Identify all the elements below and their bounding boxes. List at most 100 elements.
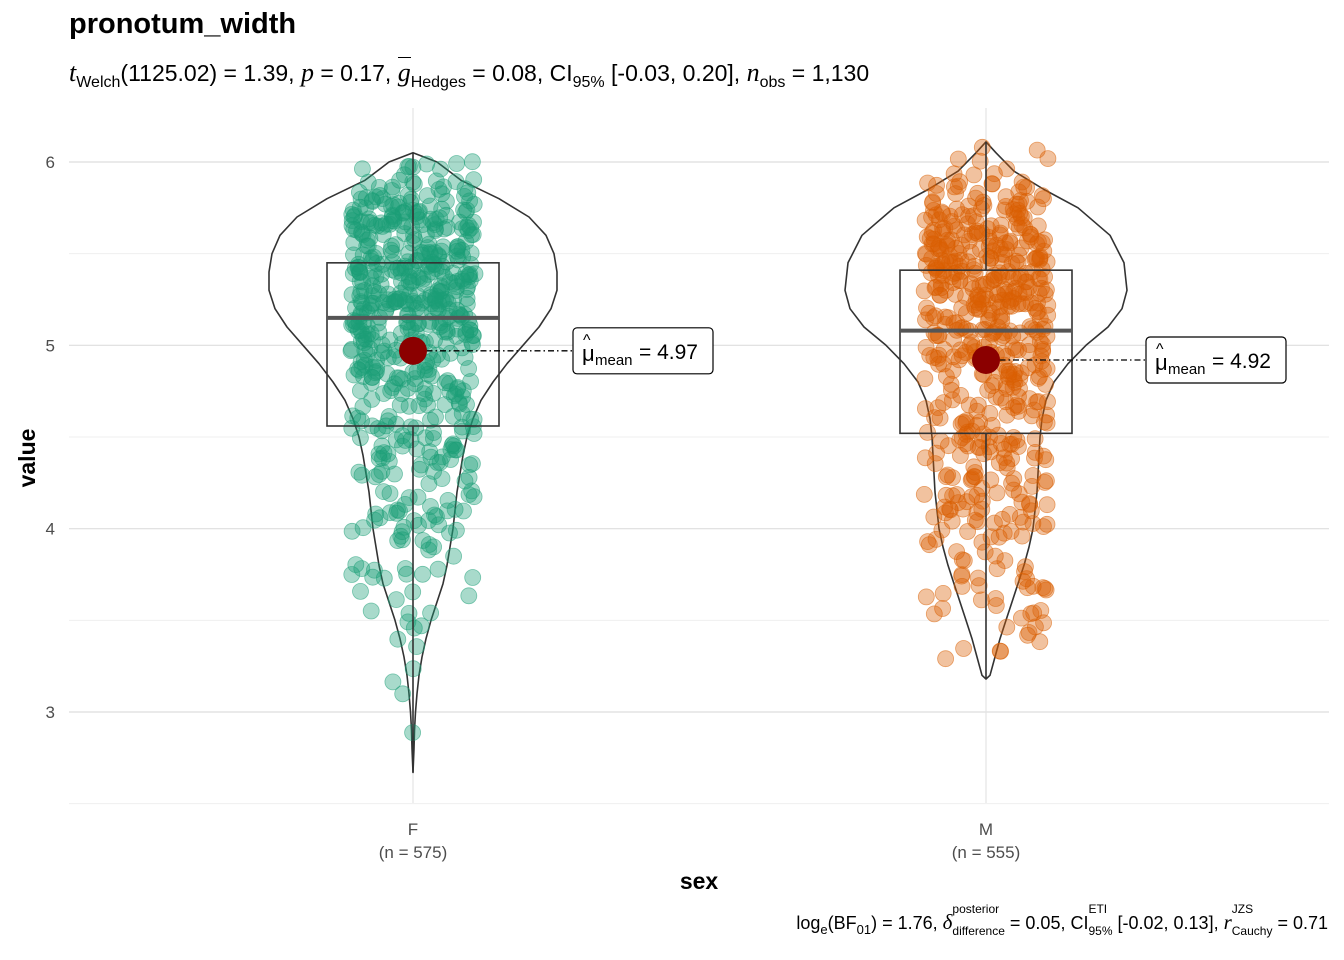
ci-superscript: ETI <box>1088 902 1108 916</box>
data-point-F-109 <box>463 455 481 473</box>
data-point-F-245 <box>389 630 407 648</box>
data-point-M-325 <box>927 259 944 277</box>
data-point-M-462 <box>1035 242 1053 260</box>
ci-caption-value: [-0.02, 0.13], <box>1112 913 1224 933</box>
data-point-F-529 <box>402 431 420 449</box>
data-point-M-543 <box>1010 438 1027 456</box>
data-point-F-375 <box>463 153 481 171</box>
data-point-F-378 <box>408 638 426 655</box>
data-point-F-515 <box>415 275 433 293</box>
data-point-M-417 <box>935 355 952 373</box>
data-point-F-468 <box>427 408 444 426</box>
data-point-F-572 <box>443 436 461 454</box>
data-point-M-370 <box>966 264 984 282</box>
data-point-M-62 <box>1035 190 1052 208</box>
data-point-M-393 <box>1010 219 1028 237</box>
data-point-M-118 <box>1026 430 1044 448</box>
data-point-M-445 <box>1037 581 1055 599</box>
data-point-M-469 <box>934 600 951 617</box>
data-point-M-192 <box>1010 388 1027 406</box>
delta-superscript: posterior <box>952 902 1000 916</box>
data-point-F-528 <box>353 560 371 577</box>
data-point-M-542 <box>1013 295 1030 313</box>
r-symbol: r <box>1223 910 1232 934</box>
data-point-M-552 <box>995 440 1013 458</box>
data-point-F-460 <box>414 216 432 234</box>
data-point-M-304 <box>934 585 952 602</box>
data-point-F-574 <box>431 318 449 336</box>
data-point-M-489 <box>1037 451 1055 469</box>
mean-symbol-F: μ <box>582 341 595 366</box>
data-point-M-198 <box>969 396 987 414</box>
data-point-F-459 <box>445 387 463 405</box>
x-tick-labels: F (n = 575) M (n = 555) <box>379 820 1021 862</box>
data-point-M-194 <box>987 597 1005 614</box>
df-value: (1125.02) <box>120 60 218 86</box>
data-point-M-471 <box>966 464 984 481</box>
data-point-F-230 <box>352 583 369 600</box>
data-point-M-392 <box>1015 209 1033 227</box>
data-point-M-318 <box>1012 239 1030 257</box>
data-point-F-531 <box>424 384 442 402</box>
data-point-F-372 <box>454 248 472 266</box>
data-point-M-338 <box>1038 496 1056 514</box>
data-point-F-441 <box>411 460 428 478</box>
data-point-F-94 <box>405 619 423 637</box>
mean-marker-M <box>972 346 1000 374</box>
ci-caption-subscript: 95% <box>1088 924 1113 938</box>
data-point-M-530 <box>951 272 969 290</box>
data-point-M-492 <box>925 508 943 526</box>
mean-marker-F <box>399 336 427 365</box>
data-point-F-377 <box>402 418 420 436</box>
data-point-M-255 <box>1021 495 1038 512</box>
data-point-F-40 <box>381 485 399 502</box>
data-point-F-342 <box>370 466 388 483</box>
data-point-M-529 <box>927 259 945 277</box>
data-point-M-545 <box>973 290 990 308</box>
data-point-M-498 <box>1034 579 1052 596</box>
data-point-M-10 <box>919 423 936 441</box>
data-point-M-476 <box>937 468 955 486</box>
data-point-F-507 <box>435 220 453 238</box>
data-point-M-466 <box>1021 336 1038 354</box>
data-point-M-399 <box>1008 431 1026 449</box>
data-point-F-220 <box>458 396 475 413</box>
data-point-F-386 <box>362 602 380 620</box>
data-point-M-360 <box>973 591 990 609</box>
data-point-M-553 <box>920 304 938 322</box>
data-point-M-94 <box>920 536 938 554</box>
data-point-F-324 <box>386 465 403 483</box>
data-point-F-565 <box>349 409 367 427</box>
data-point-F-393 <box>442 344 459 362</box>
data-point-M-487 <box>946 178 963 196</box>
data-point-M-455 <box>966 468 984 486</box>
data-point-M-532 <box>963 422 981 440</box>
data-point-M-537 <box>1018 192 1036 210</box>
data-point-F-489 <box>397 278 415 296</box>
box-F <box>326 262 500 427</box>
data-point-F-492 <box>396 560 414 577</box>
data-point-F-467 <box>416 380 434 398</box>
data-point-F-482 <box>448 240 466 257</box>
mean-value-M: = 4.92 <box>1212 350 1271 373</box>
data-point-F-512 <box>355 330 373 348</box>
data-point-M-306 <box>923 208 940 226</box>
data-point-F-121 <box>393 523 411 541</box>
data-point-F-503 <box>414 565 432 583</box>
data-point-M-383 <box>1039 150 1057 168</box>
data-point-F-340 <box>447 521 465 539</box>
mean-subscript-M: mean <box>1168 361 1206 378</box>
data-point-M-367 <box>944 361 962 379</box>
data-point-F-501 <box>424 351 442 369</box>
data-point-M-323 <box>953 578 971 595</box>
data-point-M-199 <box>953 347 971 365</box>
data-point-M-521 <box>956 226 973 244</box>
data-point-F-490 <box>463 333 481 351</box>
data-point-F-552 <box>446 500 464 518</box>
data-point-F-319 <box>387 591 405 608</box>
data-point-F-475 <box>430 516 448 534</box>
data-point-F-465 <box>405 512 423 529</box>
data-point-M-357 <box>919 533 936 550</box>
data-point-F-22 <box>464 569 482 586</box>
data-point-M-507 <box>989 286 1007 304</box>
